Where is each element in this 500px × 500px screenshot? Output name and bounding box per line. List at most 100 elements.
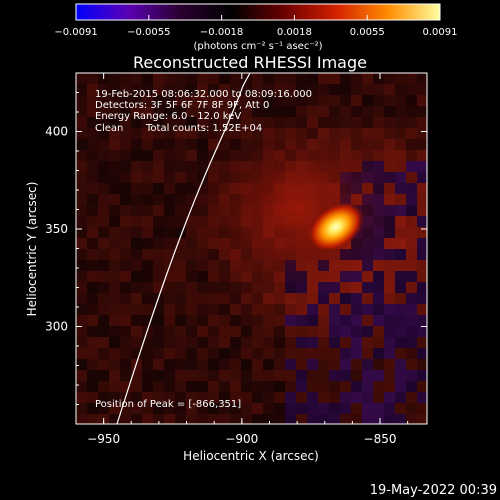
image-pixel [87,315,99,327]
image-pixel [384,282,396,294]
image-pixel [109,304,121,316]
image-pixel [120,128,132,140]
image-pixel [153,161,165,173]
image-pixel [175,304,187,316]
image-pixel [417,370,427,382]
image-pixel [252,95,264,107]
image-pixel [362,117,374,129]
image-pixel [362,95,374,107]
image-pixel [274,304,286,316]
image-pixel [131,73,143,85]
peak-position-annotation: Position of Peak = [-866,351] [95,399,241,410]
x-tick-label: −900 [225,432,258,446]
image-pixel [98,392,110,404]
image-pixel [76,161,88,173]
image-pixel [142,249,154,261]
image-pixel [406,249,418,261]
image-pixel [296,381,308,393]
image-pixel [406,370,418,382]
image-pixel [417,414,427,424]
image-pixel [164,150,176,162]
image-pixel [263,414,275,424]
image-pixel [351,304,363,316]
image-pixel [164,128,176,140]
image-pixel [87,139,99,151]
image-pixel [274,73,286,85]
image-pixel [175,260,187,272]
image-pixel [307,359,319,371]
image-pixel [76,414,88,424]
image-pixel [98,227,110,239]
image-pixel [395,381,407,393]
image-pixel [395,95,407,107]
image-pixel [98,282,110,294]
image-pixel [241,414,253,424]
image-pixel [230,106,242,118]
image-pixel [340,73,352,85]
image-pixel [120,337,132,349]
image-pixel [175,293,187,305]
image-pixel [296,392,308,404]
image-pixel [131,381,143,393]
image-pixel [197,271,209,283]
image-pixel [120,359,132,371]
image-pixel [362,326,374,338]
image-pixel [329,304,341,316]
image-pixel [208,117,220,129]
image-pixel [417,95,427,107]
image-pixel [76,150,88,162]
image-pixel [87,227,99,239]
image-pixel [340,84,352,96]
image-pixel [120,271,132,283]
image-pixel [131,95,143,107]
image-pixel [274,381,286,393]
image-pixel [87,348,99,360]
image-pixel [296,315,308,327]
image-pixel [109,95,121,107]
image-pixel [197,381,209,393]
image-pixel [142,172,154,184]
image-pixel [98,172,110,184]
image-pixel [197,414,209,424]
image-pixel [153,370,165,382]
image-pixel [373,348,385,360]
image-pixel [241,84,253,96]
image-pixel [362,282,374,294]
image-pixel [131,117,143,129]
image-pixel [98,293,110,305]
image-pixel [197,359,209,371]
image-pixel [417,172,427,184]
image-pixel [142,271,154,283]
image-pixel [131,403,143,415]
image-pixel [164,414,176,424]
image-pixel [252,381,264,393]
image-pixel [109,238,121,250]
image-pixel [175,95,187,107]
image-pixel [98,194,110,206]
image-pixel [87,117,99,129]
image-pixel [373,282,385,294]
image-pixel [76,106,88,118]
image-pixel [142,161,154,173]
image-pixel [417,238,427,250]
image-pixel [131,249,143,261]
image-pixel [142,304,154,316]
x-axis-label: Heliocentric X (arcsec) [183,449,319,463]
image-pixel [142,282,154,294]
image-pixel [230,326,242,338]
image-pixel [417,84,427,96]
image-pixel [417,139,427,151]
image-pixel [87,84,99,96]
image-pixel [406,128,418,140]
image-pixel [219,304,231,316]
image-pixel [406,282,418,294]
image-pixel [406,260,418,272]
image-pixel [131,337,143,349]
image-pixel [164,84,176,96]
image-pixel [351,403,363,415]
image-pixel [307,392,319,404]
image-pixel [340,359,352,371]
image-pixel [186,73,198,85]
image-pixel [197,73,209,85]
image-pixel [230,304,242,316]
